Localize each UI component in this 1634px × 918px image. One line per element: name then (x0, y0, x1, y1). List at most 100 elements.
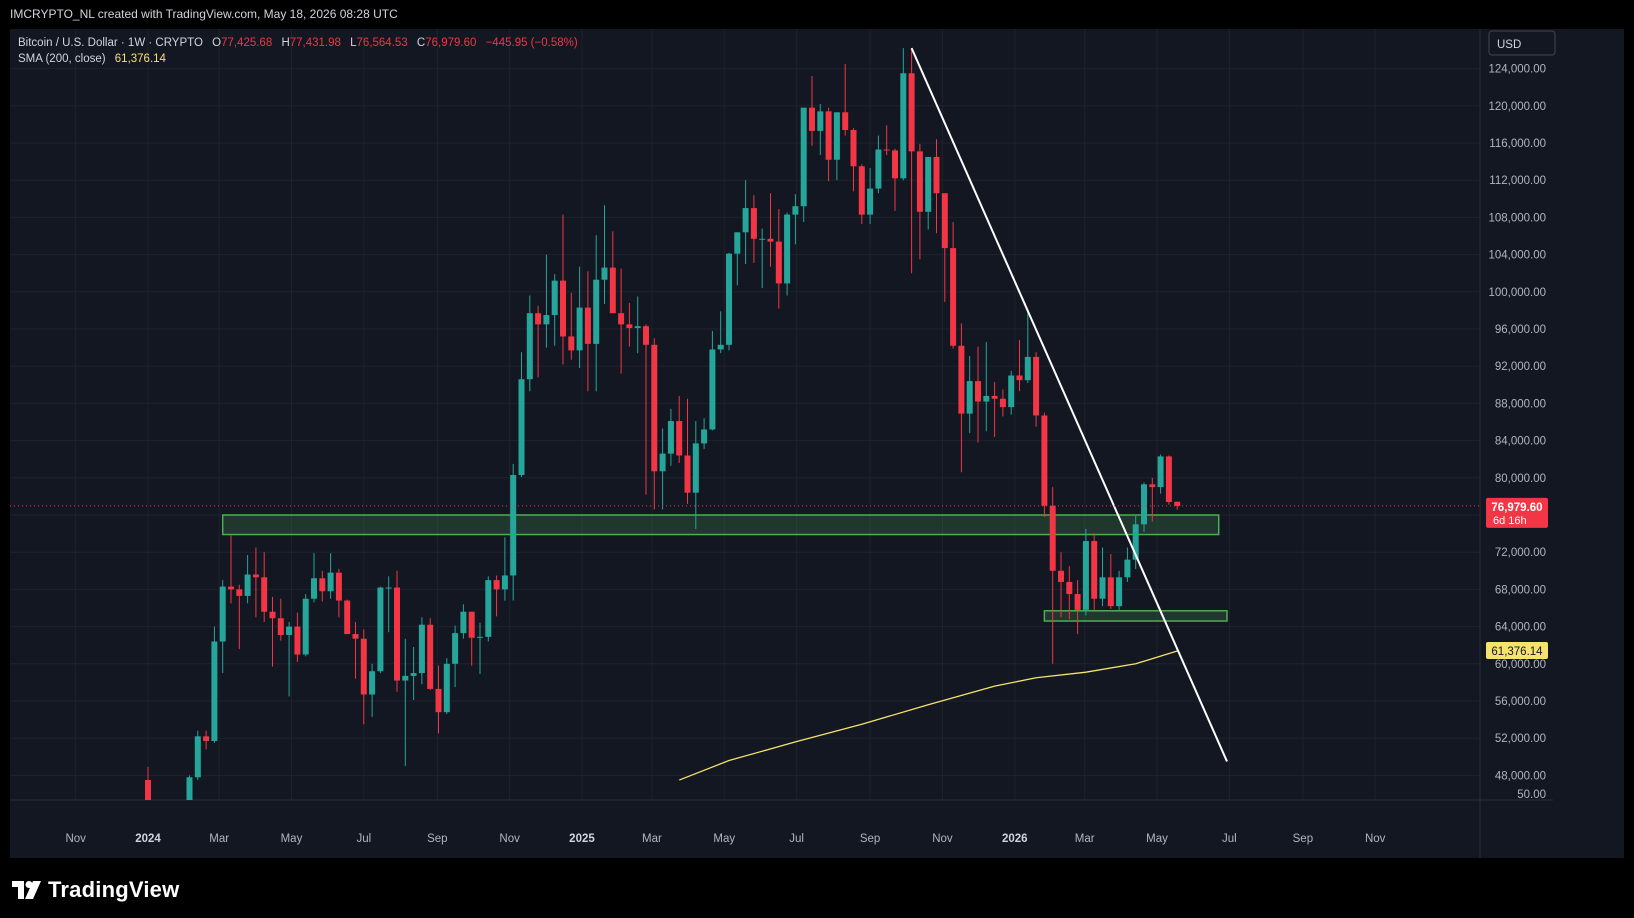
legend-symbol: Bitcoin / U.S. Dollar · 1W · CRYPTO (18, 37, 203, 49)
candle (734, 232, 741, 286)
candle (178, 817, 184, 829)
candle (609, 231, 616, 314)
candle (402, 638, 409, 767)
candle (1033, 352, 1040, 427)
currency-button[interactable]: USD (1488, 30, 1556, 56)
x-tick-label: 2025 (569, 833, 595, 845)
candle (900, 48, 907, 181)
candle-body (394, 587, 400, 681)
candle-body (593, 279, 600, 344)
candle-body (991, 395, 998, 399)
candle-body (452, 633, 459, 664)
candle-body (269, 611, 276, 619)
candle-body (900, 73, 907, 179)
candle (452, 625, 459, 688)
candle (784, 212, 791, 296)
candle (593, 235, 600, 392)
candle-body (817, 111, 824, 131)
candle (991, 382, 998, 437)
y-tick-label: 52,000.00 (1495, 733, 1546, 745)
candle (1024, 311, 1031, 383)
candle-body (377, 587, 384, 672)
x-tick-label: Jul (789, 833, 804, 845)
y-tick-label: 60,000.00 (1495, 659, 1546, 671)
candle (568, 292, 575, 360)
last-price-value: 76,979.60 (1491, 502, 1542, 514)
candle-body (651, 344, 658, 472)
candle-body (1074, 594, 1081, 610)
candle-body (584, 307, 591, 344)
candle-body (344, 600, 351, 635)
legend-low-label: L (350, 37, 357, 49)
candle-body (883, 149, 890, 151)
candle (726, 252, 732, 351)
tradingview-logo[interactable]: TradingView (12, 875, 179, 905)
candle-body (643, 326, 649, 345)
candle (626, 302, 633, 347)
candle (344, 599, 351, 635)
candle-body (1099, 577, 1106, 599)
y-tick-label: 112,000.00 (1489, 175, 1546, 187)
candle (1058, 552, 1064, 618)
chart-credit: IMCRYPTO_NL created with TradingView.com… (10, 7, 398, 21)
legend-high-label: H (281, 37, 289, 49)
candle-body (958, 345, 965, 414)
candle-body (800, 107, 807, 207)
legend-open: 77,425.68 (221, 37, 272, 49)
candle-body (875, 149, 882, 189)
candle-body (1082, 541, 1089, 610)
candle-body (792, 206, 799, 215)
candle (510, 463, 517, 601)
candle-body (659, 453, 666, 472)
candle (1074, 580, 1081, 635)
candle-body (850, 129, 857, 167)
candle (842, 63, 849, 136)
time-axis[interactable]: Nov 2024 Mar May Jul Sep Nov 2025 Mar May Jul Sep No… (65, 833, 1385, 845)
candle-body (784, 214, 791, 284)
candle-body (1033, 356, 1040, 416)
candle (236, 584, 243, 649)
y-tick-label: 68,000.00 (1495, 584, 1546, 596)
candle-body (1008, 375, 1015, 408)
y-tick-label: 84,000.00 (1495, 436, 1546, 448)
candle (477, 622, 483, 675)
candle (1124, 547, 1131, 582)
candle (485, 576, 492, 642)
x-tick-label: Sep (427, 833, 447, 845)
price-axis[interactable]: 124,000.00 120,000.00 116,000.00 112,000.00… (1488, 64, 1546, 801)
candle (792, 194, 799, 245)
candle (460, 604, 467, 639)
candle-body (1024, 356, 1031, 381)
legend-sma-value: 61,376.14 (115, 53, 167, 65)
x-tick-label: Mar (1075, 833, 1095, 845)
candle (908, 48, 915, 274)
candle (684, 398, 691, 504)
candle-body (684, 455, 691, 493)
candle-body (145, 780, 151, 800)
candle (252, 547, 259, 618)
candle (800, 107, 807, 223)
trend-line[interactable] (910, 47, 1228, 762)
candle-body (460, 611, 467, 634)
legend-close-label: C (417, 37, 425, 49)
candle-body (701, 429, 708, 444)
candle-body (369, 671, 376, 695)
tradingview-wordmark: TradingView (48, 877, 180, 902)
sma-line (678, 650, 1178, 781)
candle (1016, 340, 1023, 392)
candle (983, 342, 990, 432)
candle (493, 575, 500, 617)
candle (925, 156, 932, 230)
candle-body (510, 475, 517, 576)
candle (916, 143, 923, 260)
grid-lines (10, 29, 1553, 858)
y-tick-label: 104,000.00 (1488, 250, 1546, 262)
candle (667, 408, 674, 466)
candle (394, 570, 400, 692)
candle-body (443, 663, 450, 713)
candle-body (892, 150, 898, 179)
candle-body (750, 208, 757, 239)
candle (194, 730, 201, 781)
chart-panel[interactable] (10, 29, 1624, 858)
